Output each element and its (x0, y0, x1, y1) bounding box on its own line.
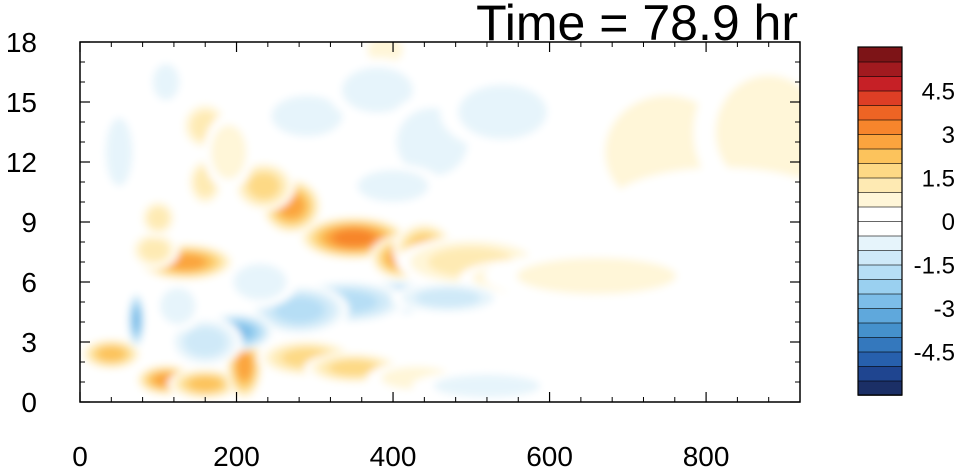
field-contour (332, 229, 376, 247)
colorbar-swatch (857, 380, 903, 396)
colorbar-swatch (857, 162, 903, 179)
colorbar-label: 0 (942, 209, 955, 236)
field-contour (183, 327, 227, 357)
field-contour (609, 167, 800, 245)
colorbar-swatch (857, 220, 903, 237)
field-contour (147, 206, 170, 230)
field-feature (167, 316, 243, 368)
field-contour (357, 170, 429, 202)
colorbar-frame (857, 46, 903, 396)
colorbar-swatch (857, 278, 903, 295)
colorbar-label: 4.5 (922, 79, 955, 106)
field-feature (222, 256, 298, 308)
field-contour (160, 287, 196, 325)
field-contour (97, 346, 126, 362)
field-contour (274, 297, 325, 323)
y-tick-label: 3 (21, 327, 37, 358)
y-tick-label: 18 (6, 27, 37, 58)
colorbar-swatch (857, 307, 903, 324)
field-contour (328, 360, 379, 376)
field-feature (342, 163, 444, 209)
y-tick-label: 15 (6, 87, 37, 118)
field-feature (249, 284, 350, 336)
y-tick-label: 0 (21, 387, 37, 418)
colorbar-label: 3 (942, 122, 955, 149)
colorbar-swatch (857, 322, 903, 338)
field-contour (132, 308, 140, 332)
colorbar-swatch (857, 104, 903, 121)
field-feature (152, 280, 203, 332)
y-tick-label: 6 (21, 267, 37, 298)
colorbar-swatch (857, 249, 903, 266)
field-contour (458, 84, 547, 140)
colorbar-swatch (857, 75, 903, 92)
field-feature (391, 282, 505, 314)
field-contour (188, 376, 223, 392)
colorbar-label: -3 (934, 296, 955, 323)
field-contour (715, 75, 800, 189)
colorbar-swatch (857, 61, 903, 77)
title-backdrop (424, 0, 796, 40)
x-tick-label: 600 (526, 441, 573, 472)
field-contour (233, 263, 287, 301)
field-feature (440, 73, 566, 151)
colorbar-swatch (857, 235, 903, 251)
field-contour (236, 351, 253, 381)
colorbar-swatch (857, 148, 903, 164)
colorbar-swatch (857, 133, 903, 150)
y-tick-label: 12 (6, 147, 37, 178)
field-contour (415, 288, 481, 308)
field-feature (129, 230, 180, 270)
x-tick-label: 800 (683, 441, 730, 472)
y-tick-label: 9 (21, 207, 37, 238)
field-feature (411, 370, 563, 402)
field-feature (147, 56, 185, 108)
colorbar-swatch (857, 90, 903, 106)
field-layer (80, 42, 800, 402)
x-tick-label: 0 (72, 441, 88, 472)
x-tick-label: 200 (213, 441, 260, 472)
colorbar-label: 1.5 (922, 166, 955, 193)
field-feature (139, 198, 178, 238)
colorbar-swatch (857, 206, 903, 222)
chart-title: Time = 78.9 hr (476, 0, 798, 51)
colorbar-swatch (857, 293, 903, 309)
field-feature (537, 308, 800, 348)
colorbar-swatch (857, 191, 903, 208)
field-contour (248, 173, 280, 199)
colorbar-label: -4.5 (914, 340, 955, 367)
x-tick-label: 400 (370, 441, 417, 472)
colorbar-swatch (857, 119, 903, 135)
field-feature (80, 338, 143, 370)
field-feature (127, 291, 146, 349)
field-contour (341, 67, 413, 113)
field-contour (152, 63, 180, 101)
field-contour (105, 118, 133, 186)
field-contour (271, 95, 343, 137)
field-feature (483, 250, 710, 302)
field-contour (516, 257, 677, 295)
colorbar-swatch (857, 365, 903, 382)
colorbar-swatch (857, 264, 903, 280)
field-contour (139, 238, 169, 262)
field-feature (100, 104, 138, 200)
colorbar-swatch (857, 46, 903, 63)
field-feature (167, 368, 243, 400)
field-feature (609, 167, 800, 245)
field-contour (433, 374, 541, 398)
colorbar-swatch (857, 177, 903, 193)
field-contour (537, 308, 800, 348)
field-contour (210, 124, 247, 180)
colorbar-label: -1.5 (914, 253, 955, 280)
colorbar-swatch (857, 351, 903, 367)
colorbar-swatch (857, 336, 903, 353)
field-feature (203, 113, 254, 191)
colorbar: 4.5 3 1.5 0 -1.5 -3 -4.5 (857, 46, 955, 396)
axis-ticks: 0 200 400 600 800 0 3 6 9 12 15 18 (6, 27, 800, 472)
